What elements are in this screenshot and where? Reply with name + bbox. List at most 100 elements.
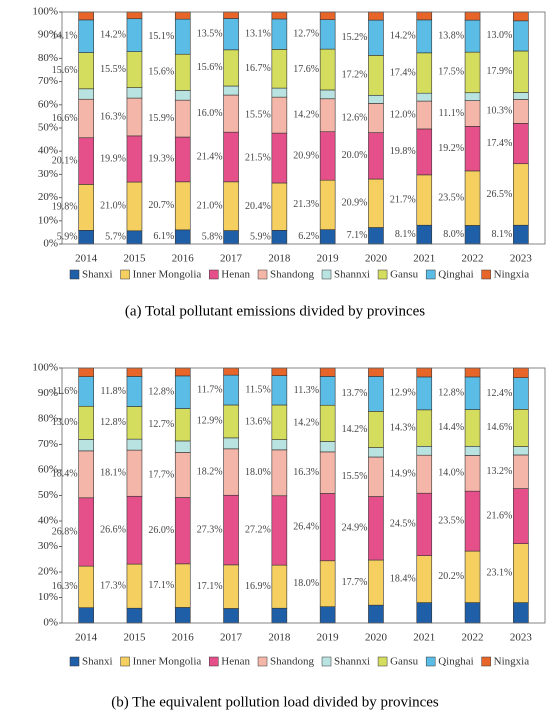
y-tick-label: 20%: [38, 566, 58, 578]
data-label: 16.0%: [197, 108, 223, 119]
bar-segment: [78, 184, 94, 231]
y-tick-label: 50%: [38, 489, 58, 501]
bar-segment: [368, 132, 384, 180]
caption: (a) Total pollutant emissions divided by…: [125, 303, 425, 319]
legend-swatch: [425, 656, 436, 667]
legend-label: Qinghai: [438, 269, 473, 281]
bar-segment: [126, 97, 143, 137]
bar-segment: [271, 182, 288, 231]
data-label: 21.0%: [100, 201, 126, 212]
bar-segment: [223, 181, 239, 231]
bar-segment: [416, 492, 433, 556]
data-label: 12.7%: [148, 419, 174, 430]
bar-segment: [513, 602, 529, 624]
legend-label: Shandong: [270, 269, 315, 281]
bar-segment: [464, 11, 481, 21]
bar-segment: [319, 493, 336, 562]
bar-segment: [319, 48, 336, 91]
bar-segment: [319, 19, 336, 50]
bar-segment: [271, 449, 288, 497]
bar-segment: [126, 135, 143, 183]
bar-segment: [513, 92, 529, 100]
bar-segment: [513, 20, 529, 52]
bar-segment: [174, 99, 191, 138]
bar-segment: [464, 550, 481, 603]
y-tick-label: 50%: [38, 122, 58, 134]
data-label: 8.1%: [492, 229, 513, 240]
bar-segment: [126, 11, 143, 20]
data-label: 19.8%: [52, 202, 78, 213]
bar-segment: [368, 411, 384, 448]
bar-segment: [78, 98, 94, 139]
data-label: 20.0%: [342, 150, 368, 161]
bar-segment: [319, 404, 336, 442]
data-label: 16.3%: [52, 581, 78, 592]
bar-segment: [513, 488, 529, 544]
bar-segment: [416, 555, 433, 603]
bar-segment: [174, 11, 191, 20]
data-label: 23.1%: [487, 567, 513, 578]
legend-label: Shanxi: [82, 269, 113, 281]
bar-segment: [464, 445, 481, 456]
data-label: 21.3%: [293, 199, 319, 210]
legend-swatch: [120, 656, 130, 667]
data-label: 16.9%: [245, 581, 271, 592]
legend-swatch: [321, 269, 332, 280]
bar-segment: [319, 451, 336, 494]
data-label: 13.1%: [245, 28, 271, 39]
bar-segment: [271, 404, 288, 440]
legend-swatch: [120, 269, 130, 280]
data-label: 13.6%: [245, 417, 271, 428]
bar-segment: [126, 367, 143, 377]
bar-segment: [271, 367, 288, 376]
data-label: 8.1%: [395, 229, 416, 240]
data-label: 17.7%: [342, 577, 368, 588]
bar-segment: [513, 543, 529, 603]
y-tick-label: 0%: [43, 617, 58, 629]
bar-segment: [78, 565, 94, 609]
data-label: 11.8%: [100, 386, 125, 397]
data-label: 14.2%: [293, 110, 319, 121]
data-label: 14.2%: [100, 29, 126, 40]
data-label: 27.2%: [245, 525, 271, 536]
bar-segment: [319, 11, 336, 20]
bar-segment: [464, 170, 481, 226]
data-label: 13.0%: [487, 30, 513, 41]
bar-segment: [78, 607, 94, 624]
bar-segment: [223, 374, 239, 406]
bar-segment: [368, 227, 384, 245]
bar-segment: [416, 100, 433, 130]
legend-label: Ningxia: [494, 269, 530, 281]
data-label: 18.0%: [245, 467, 271, 478]
bar-segment: [416, 367, 433, 378]
bar-segment: [513, 99, 529, 124]
bar-segment: [464, 19, 481, 53]
data-label: 21.4%: [197, 151, 223, 162]
data-label: 15.2%: [342, 32, 368, 43]
bar-segment: [126, 495, 143, 565]
y-tick-label: 100%: [32, 362, 58, 374]
bar-segment: [416, 11, 433, 21]
bar-segment: [464, 92, 481, 101]
bar-segment: [78, 376, 94, 407]
data-label: 14.2%: [342, 424, 368, 435]
y-tick-label: 70%: [38, 75, 58, 87]
data-label: 5.9%: [57, 231, 78, 242]
data-label: 17.1%: [148, 580, 174, 591]
data-label: 20.9%: [342, 198, 368, 209]
data-label: 5.7%: [105, 232, 126, 243]
data-label: 20.7%: [148, 200, 174, 211]
bar-segment: [319, 131, 336, 181]
y-tick-label: 70%: [38, 438, 58, 450]
data-label: 14.0%: [438, 468, 464, 479]
bar-segment: [513, 446, 529, 456]
bar-segment: [174, 53, 191, 91]
legend-label: Henan: [221, 656, 250, 668]
x-tick-label: 2016: [172, 253, 195, 265]
bar-segment: [464, 51, 481, 94]
x-tick-label: 2020: [365, 253, 388, 265]
data-label: 12.7%: [293, 29, 319, 40]
data-label: 14.2%: [293, 418, 319, 429]
data-label: 15.5%: [245, 109, 271, 120]
bar-segment: [126, 376, 143, 407]
